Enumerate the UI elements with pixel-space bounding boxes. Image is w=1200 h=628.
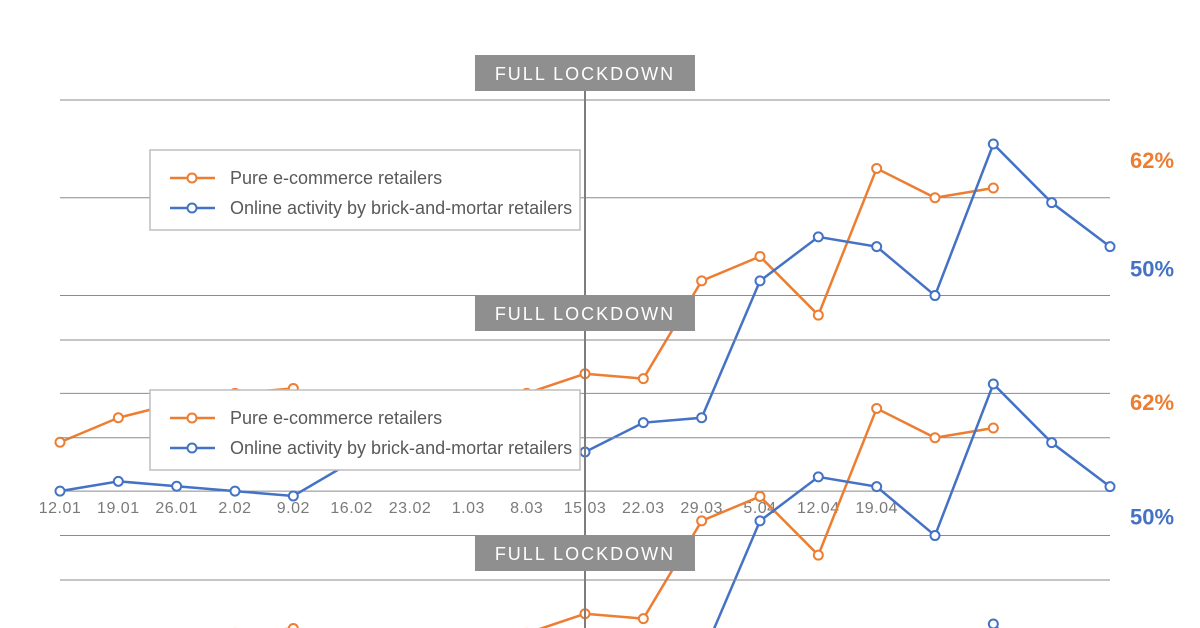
series-marker (697, 413, 706, 422)
x-axis-label: 9.02 (277, 500, 310, 517)
series-marker (114, 413, 123, 422)
legend-label: Pure e-commerce retailers (230, 168, 442, 188)
series-marker (989, 140, 998, 149)
legend-swatch-marker (188, 204, 197, 213)
series-marker (639, 374, 648, 383)
svg-text:50%: 50% (1130, 505, 1174, 530)
series-marker (756, 252, 765, 261)
series-marker (639, 418, 648, 427)
series-marker (931, 291, 940, 300)
ghost-panel: FULL LOCKDOWNPure e-commerce retailersOn… (39, 535, 1115, 628)
series-marker (872, 242, 881, 251)
legend-label: Online activity by brick-and-mortar reta… (230, 198, 572, 218)
svg-text:FULL LOCKDOWN: FULL LOCKDOWN (495, 544, 675, 564)
x-axis-label: 12.01 (39, 500, 82, 517)
chart-svg: 12.01 19.01 26.01 2.02 9.02 16.02 23.02 1.03 8.0… (0, 0, 1200, 628)
series-marker (56, 487, 65, 496)
chart-container: 12.01 19.01 26.01 2.02 9.02 16.02 23.02 1.03 8.0… (0, 0, 1200, 628)
svg-text:FULL LOCKDOWN: FULL LOCKDOWN (495, 304, 675, 324)
x-axis-label: 2.02 (218, 500, 251, 517)
series-marker (1106, 242, 1115, 251)
legend-swatch-marker (188, 174, 197, 183)
svg-text:Online activity by brick-and-m: Online activity by brick-and-mortar reta… (230, 438, 572, 458)
series-end-label: 50% (1130, 257, 1174, 282)
x-axis-label: 26.01 (155, 500, 198, 517)
x-axis-label: 19.04 (855, 500, 898, 517)
x-axis-label: 8.03 (510, 500, 543, 517)
ghost-panel: FULL LOCKDOWN 62% 50% Pure e-commerce retai… (39, 295, 1174, 628)
svg-text:62%: 62% (1130, 390, 1174, 415)
x-axis-label: 1.03 (452, 500, 485, 517)
series-marker (172, 482, 181, 491)
x-axis-label: 16.02 (330, 500, 373, 517)
legend-box (150, 150, 580, 230)
series-marker (756, 276, 765, 285)
series-marker (814, 311, 823, 320)
x-axis-label: 19.01 (97, 500, 140, 517)
series-marker (231, 487, 240, 496)
series-marker (56, 438, 65, 447)
lockdown-label: FULL LOCKDOWN (495, 64, 675, 84)
series-marker (1047, 198, 1056, 207)
series-marker (289, 492, 298, 501)
series-marker (872, 164, 881, 173)
svg-text:Pure e-commerce retailers: Pure e-commerce retailers (230, 408, 442, 428)
x-axis-label: 23.02 (389, 500, 432, 517)
series-marker (814, 232, 823, 241)
series-marker (114, 477, 123, 486)
series-marker (989, 184, 998, 193)
series-marker (697, 276, 706, 285)
series-end-label: 62% (1130, 148, 1174, 173)
series-marker (931, 193, 940, 202)
x-axis-label: 22.03 (622, 500, 665, 517)
